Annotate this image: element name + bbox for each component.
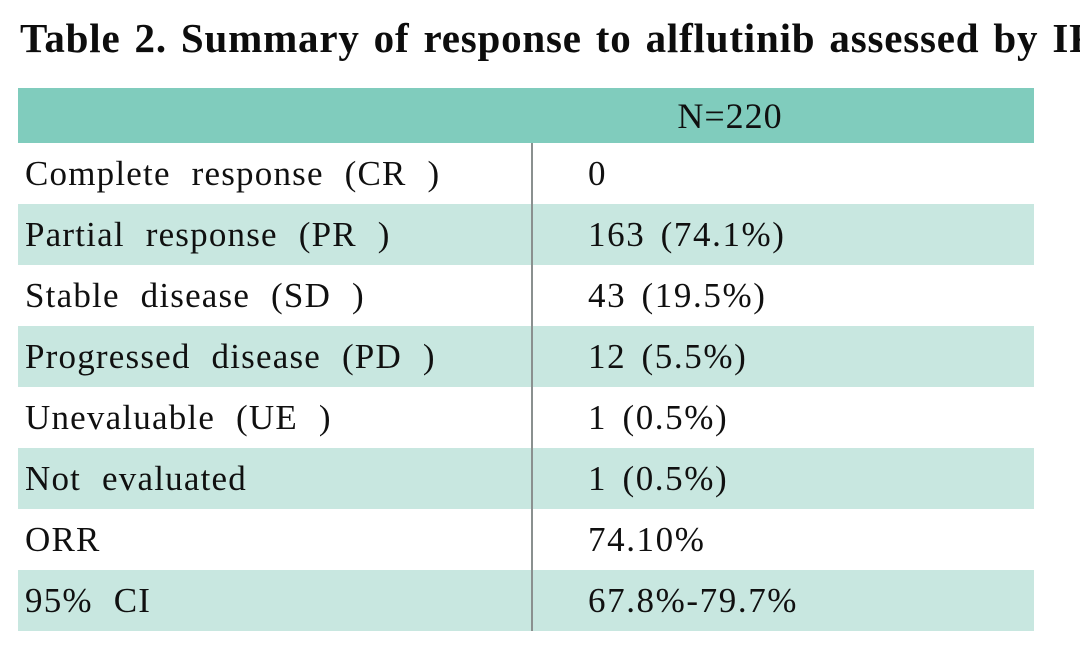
row-label: Stable disease (SD ) — [25, 275, 365, 315]
row-value: 1 (0.5%) — [531, 448, 1034, 509]
row-value: 67.8%-79.7% — [531, 570, 1034, 631]
table-row: Progressed disease (PD ) 12 (5.5%) — [18, 326, 1034, 387]
row-label: Partial response (PR ) — [25, 214, 391, 254]
row-value: 43 (19.5%) — [531, 265, 1034, 326]
table-row: 95% CI 67.8%-79.7% — [18, 570, 1034, 631]
table-row: Stable disease (SD ) 43 (19.5%) — [18, 265, 1034, 326]
row-value: 74.10% — [531, 509, 1034, 570]
row-value: 0 — [531, 143, 1034, 204]
table-row: Not evaluated 1 (0.5%) — [18, 448, 1034, 509]
row-label: 95% CI — [25, 580, 152, 620]
table-caption: Table 2. Summary of response to alflutin… — [20, 15, 1080, 61]
row-label: Complete response (CR ) — [25, 153, 441, 193]
row-value: 12 (5.5%) — [531, 326, 1034, 387]
table-row: ORR 74.10% — [18, 509, 1034, 570]
row-label: Unevaluable (UE ) — [25, 397, 332, 437]
row-value: 1 (0.5%) — [531, 387, 1034, 448]
row-label: Progressed disease (PD ) — [25, 336, 436, 376]
row-label: Not evaluated — [25, 458, 247, 498]
response-summary-table: N=220 Complete response (CR ) 0 Partial … — [18, 88, 1034, 631]
row-label: ORR — [25, 519, 101, 559]
table-row: Complete response (CR ) 0 — [18, 143, 1034, 204]
header-n-value: N=220 — [677, 95, 783, 136]
row-value: 163 (74.1%) — [531, 204, 1034, 265]
table-row: Unevaluable (UE ) 1 (0.5%) — [18, 387, 1034, 448]
table-header-row: N=220 — [18, 88, 1034, 143]
table-row: Partial response (PR ) 163 (74.1%) — [18, 204, 1034, 265]
